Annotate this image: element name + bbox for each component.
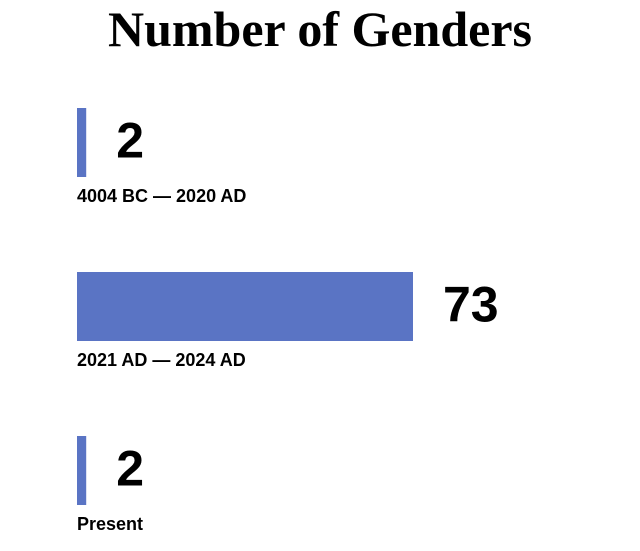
category-label: 2021 AD — 2024 AD: [77, 350, 246, 370]
bar: [77, 436, 87, 505]
chart-title: Number of Genders: [108, 1, 532, 57]
bar: [77, 272, 413, 341]
value-label: 2: [116, 113, 144, 169]
category-label: Present: [77, 514, 143, 534]
value-label: 2: [116, 441, 144, 497]
value-label: 73: [443, 277, 499, 333]
category-label: 4004 BC — 2020 AD: [77, 186, 246, 206]
bar: [77, 108, 87, 177]
